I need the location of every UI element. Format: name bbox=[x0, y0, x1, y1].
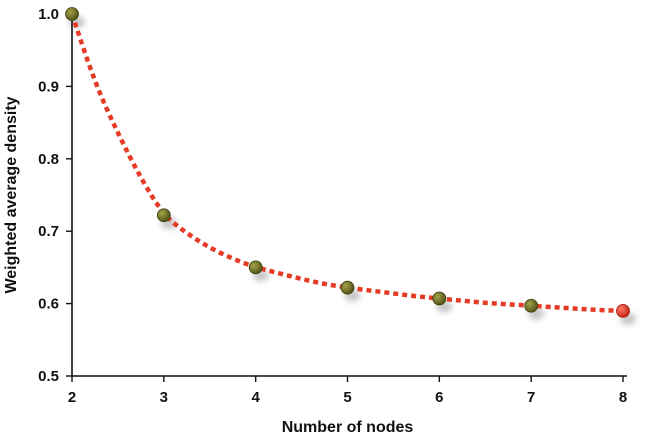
tick-labels: 2 3 4 5 6 7 8 0.5 0.6 0.7 0.8 0.9 1.0 bbox=[38, 6, 627, 406]
x-tick-label: 6 bbox=[435, 389, 443, 406]
x-axis-title: Number of nodes bbox=[282, 419, 414, 436]
data-point bbox=[156, 208, 171, 223]
x-tick-label: 4 bbox=[251, 389, 260, 406]
fit-curve bbox=[69, 13, 624, 314]
x-tick-label: 5 bbox=[343, 389, 351, 406]
y-tick-label: 0.9 bbox=[38, 78, 59, 95]
data-point bbox=[524, 298, 539, 313]
x-tick-label: 8 bbox=[619, 389, 627, 406]
data-point bbox=[616, 303, 630, 318]
data-point bbox=[248, 260, 263, 275]
data-point bbox=[340, 280, 355, 295]
fit-curve-layer bbox=[69, 13, 624, 314]
x-tick-label: 7 bbox=[527, 389, 535, 406]
y-axis-title: Weighted average density bbox=[3, 96, 20, 293]
y-tick-label: 1.0 bbox=[38, 6, 59, 23]
y-tick-label: 0.5 bbox=[38, 368, 59, 385]
data-point bbox=[432, 291, 447, 306]
y-tick-label: 0.7 bbox=[38, 223, 59, 240]
x-tick-label: 3 bbox=[160, 389, 168, 406]
point-shadows bbox=[69, 16, 636, 325]
axes bbox=[66, 10, 627, 382]
data-points bbox=[65, 7, 630, 318]
y-tick-label: 0.8 bbox=[38, 151, 59, 168]
data-point bbox=[65, 7, 79, 21]
x-tick-label: 2 bbox=[68, 389, 76, 406]
y-tick-label: 0.6 bbox=[38, 296, 59, 313]
